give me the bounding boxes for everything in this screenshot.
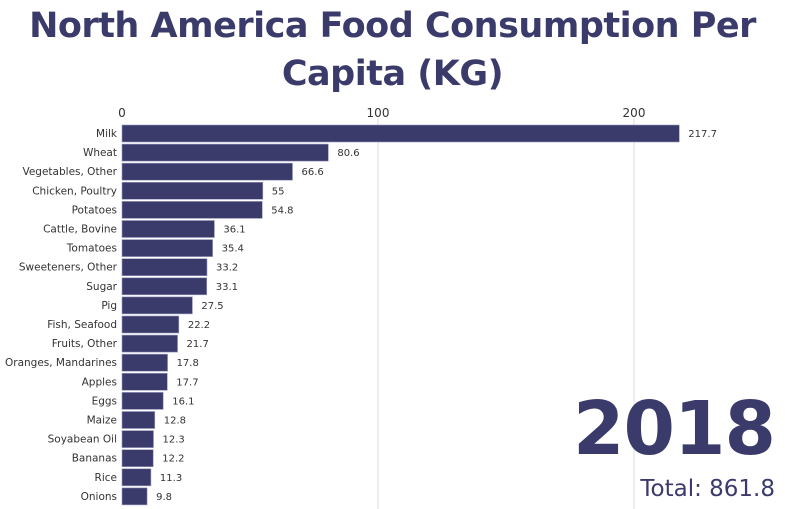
category-label: Pig (101, 300, 117, 312)
value-label: 55 (272, 186, 285, 197)
category-label: Apples (82, 376, 117, 388)
value-label: 12.3 (162, 435, 184, 446)
value-label: 11.3 (160, 473, 182, 484)
category-label: Bananas (72, 453, 117, 465)
bar-onions (121, 487, 148, 506)
x-tick-label: 100 (367, 106, 390, 120)
chart-title: North America Food Consumption Per Capit… (29, 6, 756, 94)
category-label: Sugar (86, 281, 117, 293)
bar-maize (121, 411, 156, 429)
value-label: 27.5 (201, 301, 223, 312)
category-label: Fruits, Other (52, 338, 118, 350)
value-label: 16.1 (172, 396, 194, 407)
bar-soyabean-oil (121, 430, 154, 448)
value-label: 54.8 (271, 205, 293, 216)
category-label: Milk (96, 128, 118, 140)
bar-rice (121, 468, 152, 487)
bar-eggs (121, 392, 164, 410)
value-label: 9.8 (156, 492, 172, 503)
bar-bananas (121, 449, 154, 468)
value-label: 35.4 (222, 244, 244, 255)
value-label: 12.8 (164, 416, 186, 427)
total-label: Total: 861.8 (640, 476, 775, 502)
category-label: Tomatoes (66, 243, 117, 255)
bar-chicken-poultry (121, 182, 264, 200)
year-label: 2018 (573, 386, 776, 472)
value-label: 17.8 (177, 358, 199, 369)
value-label: 33.1 (216, 282, 238, 293)
value-label: 66.6 (301, 167, 323, 178)
bar-oranges-mandarines (121, 353, 168, 372)
value-label: 21.7 (187, 339, 209, 350)
category-label: Potatoes (72, 204, 117, 216)
category-label: Vegetables, Other (22, 166, 117, 178)
bar-vegetables-other (121, 162, 293, 181)
bar-tomatoes (121, 239, 213, 257)
value-label: 217.7 (688, 129, 717, 140)
bar-milk (121, 124, 680, 143)
category-label: Chicken, Poultry (32, 185, 117, 197)
bar-fruits-other (121, 334, 178, 353)
category-label: Maize (87, 415, 117, 427)
bar-sweeteners-other (121, 258, 208, 277)
category-label: Fish, Seafood (47, 319, 117, 331)
category-label: Wheat (83, 147, 117, 159)
x-tick-label: 200 (623, 106, 646, 120)
category-label: Eggs (92, 395, 117, 407)
bar-sugar (121, 277, 208, 296)
bar-wheat (121, 143, 329, 162)
bar-fish-seafood (121, 315, 180, 334)
bar-apples (121, 372, 168, 391)
bar-pig (121, 296, 193, 315)
value-label: 17.7 (176, 377, 198, 388)
value-label: 33.2 (216, 263, 238, 274)
bar-potatoes (121, 201, 263, 219)
value-label: 80.6 (337, 148, 359, 159)
value-label: 22.2 (188, 320, 210, 331)
category-label: Rice (95, 472, 117, 484)
category-label: Oranges, Mandarines (5, 357, 117, 369)
x-tick-label: 0 (118, 106, 126, 120)
value-label: 36.1 (223, 225, 245, 236)
category-label: Onions (81, 491, 117, 503)
value-label: 12.2 (162, 454, 184, 465)
category-label: Sweeteners, Other (19, 262, 118, 274)
category-label: Soyabean Oil (48, 434, 117, 446)
category-label: Cattle, Bovine (43, 224, 117, 236)
bar-cattle-bovine (121, 220, 215, 238)
